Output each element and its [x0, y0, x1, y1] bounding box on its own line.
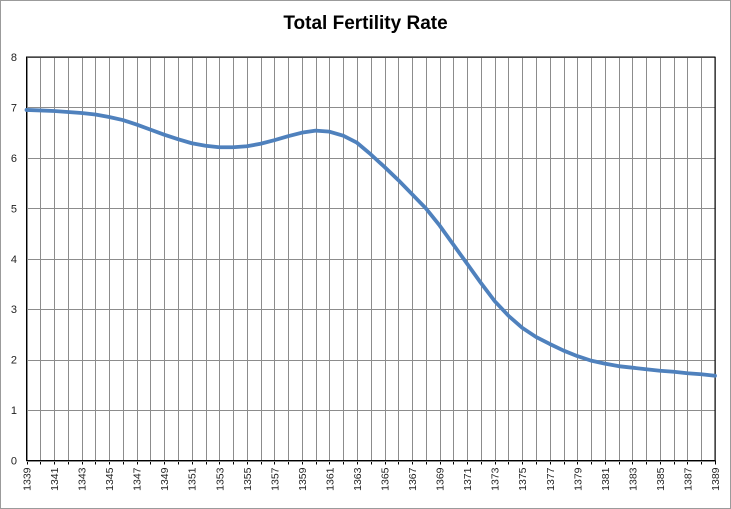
x-tick-label: 1361: [324, 467, 336, 491]
plot-border: [25, 56, 716, 462]
x-tick-label: 1381: [600, 467, 612, 491]
x-tick-label: 1387: [682, 467, 694, 491]
x-tick-label: 1383: [627, 467, 639, 491]
x-tick-label: 1357: [269, 467, 281, 491]
y-tick-label: 6: [11, 153, 17, 165]
x-tick-label: 1365: [380, 467, 392, 491]
x-tick-label: 1389: [710, 467, 722, 491]
x-tick-label: 1369: [435, 467, 447, 491]
y-tick-label: 5: [11, 203, 17, 215]
x-tick-label: 1339: [22, 467, 34, 491]
x-tick-label: 1341: [49, 467, 61, 491]
y-tick-label: 2: [11, 355, 17, 367]
x-tick-label: 1363: [352, 467, 364, 491]
x-tick-label: 1375: [517, 467, 529, 491]
plot-area: [26, 57, 715, 461]
y-tick-label: 0: [11, 456, 17, 468]
y-tick-label: 8: [11, 52, 17, 64]
x-tick-label: 1379: [572, 467, 584, 491]
x-tick-label: 1355: [242, 467, 254, 491]
x-tick-label: 1371: [462, 467, 474, 491]
x-tick-label: 1345: [104, 467, 116, 491]
x-tick-label: 1359: [297, 467, 309, 491]
y-tick-label: 3: [11, 304, 17, 316]
chart-title: Total Fertility Rate: [283, 13, 448, 34]
x-tick-label: 1367: [407, 467, 419, 491]
series-line: [24, 108, 717, 378]
x-tick-label: 1349: [159, 467, 171, 491]
x-tick-label: 1347: [132, 467, 144, 491]
y-tick-label: 4: [11, 254, 17, 266]
y-tick-label: 1: [11, 405, 17, 417]
x-tick-label: 1385: [655, 467, 667, 491]
x-tick-label: 1373: [490, 467, 502, 491]
y-tick-label: 7: [11, 102, 17, 114]
x-tick-label: 1353: [214, 467, 226, 491]
x-tick-label: 1377: [545, 467, 557, 491]
x-tick-label: 1343: [77, 467, 89, 491]
x-tick-label: 1351: [187, 467, 199, 491]
